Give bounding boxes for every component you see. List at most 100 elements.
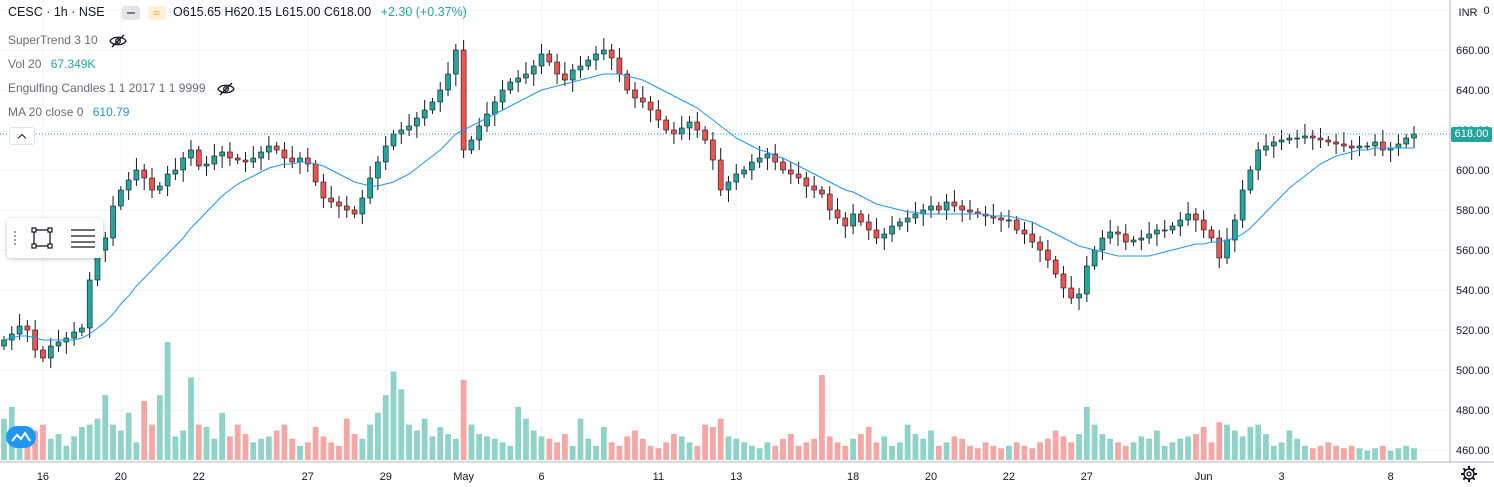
- candle-body: [671, 129, 677, 135]
- volume-bar: [943, 442, 950, 460]
- volume-bar: [1411, 448, 1417, 460]
- volume-bar: [476, 434, 483, 460]
- symbol-label[interactable]: CESC · 1h · NSE: [8, 5, 105, 19]
- candle-body: [959, 205, 965, 211]
- hidden-eye-icon[interactable]: [109, 34, 127, 48]
- candle-body: [1270, 141, 1277, 147]
- candle-body: [1341, 143, 1347, 147]
- gear-icon[interactable]: [1460, 465, 1478, 483]
- candle-body: [157, 185, 163, 191]
- volume-bar: [55, 434, 62, 460]
- time-tick-label: 22: [193, 471, 205, 483]
- volume-bar: [1379, 445, 1386, 460]
- close-value: 618.00: [332, 5, 372, 19]
- volume-bar: [1270, 445, 1277, 460]
- volume-bar: [1146, 438, 1153, 460]
- candle-body: [336, 201, 342, 207]
- candle-body: [421, 109, 428, 119]
- candle-body: [936, 205, 942, 211]
- candle-body: [195, 149, 202, 167]
- volume-bar: [967, 445, 973, 460]
- volume-bar: [1340, 448, 1347, 460]
- open-value: 615.65: [182, 5, 221, 19]
- volume-bar: [600, 426, 607, 460]
- candle-body: [476, 125, 482, 141]
- line-style-icon[interactable]: [69, 227, 97, 249]
- collapse-legend-button[interactable]: [9, 127, 35, 145]
- volume-bar: [429, 436, 436, 460]
- volume-bar: [195, 424, 202, 460]
- candle-body: [172, 169, 179, 175]
- candle-body: [1052, 259, 1059, 275]
- volume-bar: [406, 424, 412, 460]
- rectangle-icon[interactable]: [31, 227, 53, 249]
- volume-bar: [1154, 430, 1160, 460]
- candle-body: [414, 117, 420, 127]
- candle-body: [242, 159, 249, 163]
- candle-body: [1154, 229, 1160, 235]
- volume-bar: [437, 426, 444, 460]
- candle-body: [1309, 135, 1316, 139]
- volume-bar: [764, 442, 771, 460]
- candle-body: [569, 69, 576, 81]
- engulfing-legend[interactable]: Engulfing Candles 1 1 2017 1 1 9999: [8, 81, 235, 96]
- volume-bar: [1115, 442, 1121, 460]
- currency-label[interactable]: INR: [1452, 6, 1484, 21]
- volume-bar: [351, 434, 358, 460]
- price-tick-label: 560.00: [1456, 245, 1490, 257]
- candle-body: [1122, 233, 1129, 243]
- ma-legend[interactable]: MA 20 close 0 610.79: [8, 105, 129, 119]
- candle-body: [1037, 241, 1043, 251]
- candle-body: [141, 169, 148, 179]
- volume-bars: [1, 342, 1417, 460]
- volume-bar: [803, 442, 810, 460]
- volume-bar: [1161, 445, 1168, 460]
- candle-body: [16, 325, 23, 335]
- volume-bar: [117, 430, 124, 460]
- candle-body: [32, 329, 38, 351]
- time-tick-label: 18: [847, 471, 859, 483]
- volume-legend[interactable]: Vol 20 67.349K: [8, 57, 95, 71]
- candle-body: [772, 153, 779, 163]
- volume-bar: [94, 418, 101, 460]
- volume-bar: [881, 436, 888, 460]
- volume-bar: [149, 424, 155, 460]
- candle-body: [1232, 219, 1238, 241]
- candle-body: [1029, 233, 1036, 243]
- compare-icon[interactable]: ≈: [147, 5, 166, 20]
- candle-body: [1013, 219, 1020, 231]
- drag-handle-icon[interactable]: [13, 230, 17, 246]
- candle-body: [188, 149, 194, 159]
- volume-bar: [951, 436, 958, 460]
- candle-body: [1333, 141, 1339, 145]
- volume-bar: [990, 445, 997, 460]
- candle-body: [460, 49, 467, 151]
- volume-bar: [1348, 445, 1355, 460]
- volume-bar: [1083, 406, 1090, 460]
- volume-bar: [1247, 426, 1254, 460]
- volume-bar: [250, 442, 257, 460]
- candle-body: [133, 169, 140, 181]
- volume-bar: [1294, 438, 1301, 460]
- candle-body: [1185, 213, 1191, 221]
- candle-body: [219, 151, 225, 157]
- minimize-icon[interactable]: [122, 5, 141, 20]
- candle-body: [1247, 169, 1254, 191]
- price-tick-label: 580.00: [1456, 205, 1490, 217]
- candle-body: [897, 221, 903, 227]
- volume-bar: [16, 436, 23, 460]
- volume-bar: [460, 379, 467, 460]
- candle-body: [382, 145, 389, 163]
- tradingview-logo-icon[interactable]: [6, 426, 36, 448]
- volume-bar: [632, 430, 638, 460]
- volume-bar: [639, 438, 646, 460]
- volume-bar: [273, 430, 280, 460]
- volume-bar: [1224, 424, 1230, 460]
- candle-body: [515, 77, 521, 83]
- hidden-eye-icon[interactable]: [217, 82, 235, 96]
- candle-body: [1115, 231, 1121, 235]
- volume-bar: [445, 434, 451, 460]
- candle-body: [258, 151, 264, 159]
- supertrend-legend[interactable]: SuperTrend 3 10: [8, 33, 127, 48]
